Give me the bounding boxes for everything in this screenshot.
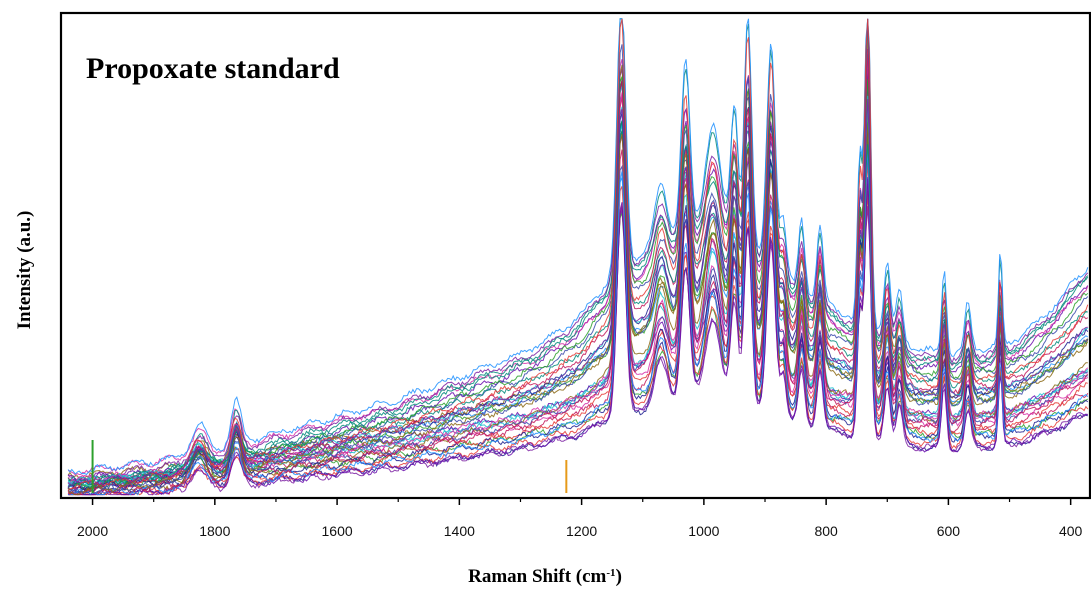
x-axis-label-close: ) bbox=[616, 566, 622, 587]
x-tick-label: 2000 bbox=[77, 523, 108, 539]
spectrum-line bbox=[67, 18, 1089, 492]
x-tick-label: 800 bbox=[814, 523, 838, 539]
x-tick-label: 1600 bbox=[322, 523, 353, 539]
spectrum-line bbox=[68, 193, 1088, 496]
spectrum-line bbox=[67, 18, 1089, 486]
spectrum-line bbox=[67, 99, 1088, 489]
spectrum-line bbox=[67, 133, 1089, 496]
spectra-series-group bbox=[67, 18, 1089, 496]
spectrum-line bbox=[67, 18, 1089, 496]
spectrum-line bbox=[67, 48, 1089, 496]
spectrum-line bbox=[67, 183, 1088, 496]
x-tick-label: 1400 bbox=[444, 523, 475, 539]
x-tick-label: 1200 bbox=[566, 523, 597, 539]
x-tick-label: 600 bbox=[937, 523, 961, 539]
chart-title: Propoxate standard bbox=[86, 52, 340, 85]
spectrum-line bbox=[67, 18, 1089, 476]
x-axis-label: Raman Shift (cm-1) bbox=[468, 566, 622, 587]
x-tick-label: 400 bbox=[1059, 523, 1083, 539]
spectrum-line bbox=[67, 57, 1089, 486]
x-axis-label-superscript: -1 bbox=[606, 567, 615, 579]
y-axis-label: Intensity (a.u.) bbox=[14, 211, 35, 330]
spectrum-line bbox=[68, 177, 1089, 496]
x-tick-label: 1800 bbox=[199, 523, 230, 539]
axis-markers bbox=[91, 440, 568, 493]
spectrum-line bbox=[67, 69, 1089, 482]
spectrum-line bbox=[68, 146, 1089, 496]
x-axis: 2000 1800 1600 1400 1200 1000 800 600 400 bbox=[77, 498, 1083, 539]
x-axis-label-main: Raman Shift (cm bbox=[468, 566, 606, 587]
x-tick-label: 1000 bbox=[688, 523, 719, 539]
